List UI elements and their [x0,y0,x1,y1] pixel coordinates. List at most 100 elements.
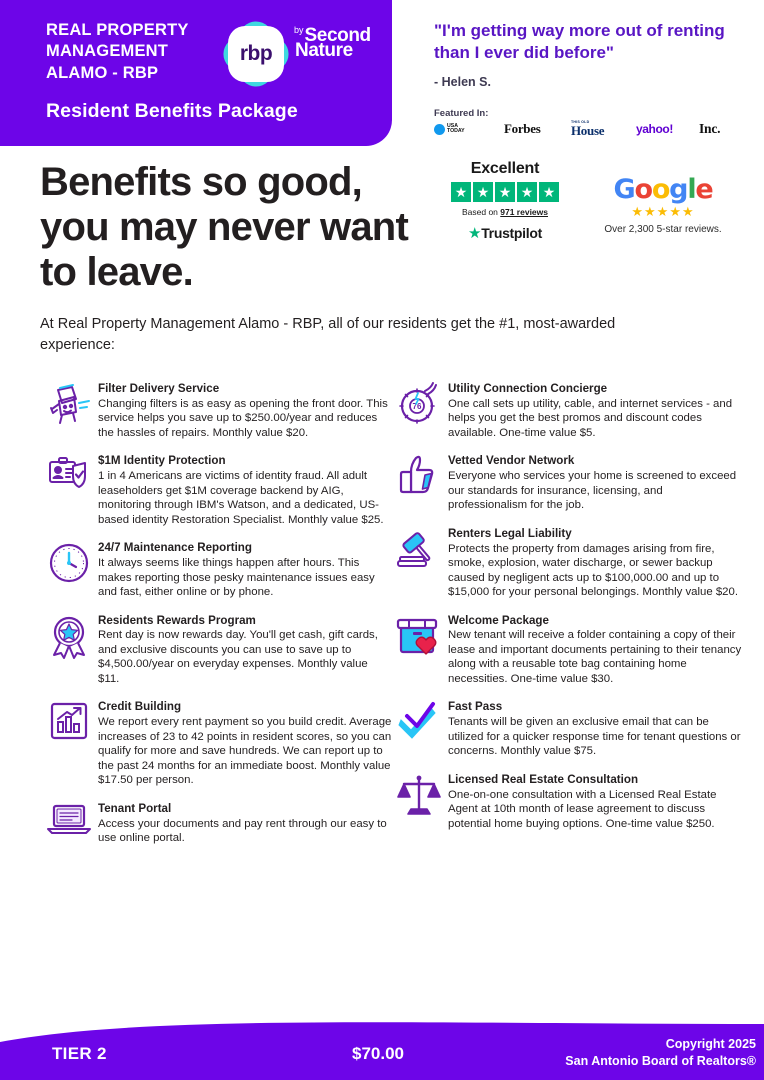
benefit-title: 24/7 Maintenance Reporting [98,541,252,555]
benefit-text: Utility Connection Concierge One call set… [448,380,742,440]
benefit-description: Changing filters is as easy as opening t… [98,397,388,439]
filter-delivery-icon [40,380,98,436]
benefit-text: Welcome Package New tenant will receive a… [448,612,742,687]
benefits-column-left: Filter Delivery Service Changing filters … [40,380,392,868]
benefit-item: Tenant Portal Access your documents and p… [40,800,392,856]
benefit-description: New tenant will receive a folder contain… [448,629,742,685]
copyright-line1: Copyright 2025 [665,1037,756,1051]
footer-curve-shape [0,1022,764,1080]
header-banner: REAL PROPERTY MANAGEMENT ALAMO - RBP rbp… [0,0,392,146]
benefit-title: Credit Building [98,700,182,714]
trustpilot-star-icon: ★ [517,182,537,202]
benefit-title: Licensed Real Estate Consultation [448,772,639,786]
benefit-item: Welcome Package New tenant will receive a… [390,612,742,687]
benefit-text: $1M Identity Protection 1 in 4 Americans … [98,452,392,527]
benefit-item: Credit Building We report every rent paym… [40,698,392,787]
forbes-logo: Forbes [504,121,541,136]
price-label: $70.00 [352,1044,404,1063]
benefit-text: Residents Rewards Program Rent day is now… [98,612,392,687]
trustpilot-star-icon: ★ [473,182,493,202]
benefit-text: Filter Delivery Service Changing filters … [98,380,392,440]
benefit-text: Tenant Portal Access your documents and p… [98,800,392,856]
benefit-title: Tenant Portal [98,801,172,815]
benefit-title: Filter Delivery Service [98,382,220,395]
intro-paragraph: At Real Property Management Alamo - RBP,… [40,316,616,354]
copyright-line2: San Antonio Board of Realtors® [565,1053,756,1068]
footer-bar: TIER 2 $70.00 Copyright 2025 San Antonio… [0,1018,764,1080]
by-label: by [294,25,304,35]
house-big-text: House [571,122,605,138]
based-prefix: Based on [461,207,501,217]
usa-today-text: USA TODAY [447,122,465,134]
rbp-logo: rbp [216,14,296,94]
benefit-item: $1M Identity Protection 1 in 4 Americans … [40,452,392,527]
benefit-item: 76 Utility Connection Concierge One call … [390,380,742,440]
testimonial-quote: "I'm getting way more out of renting tha… [434,21,725,63]
company-name-line2: MANAGEMENT [46,42,169,61]
benefit-description: Access your documents and pay rent throu… [98,817,387,845]
thumbs-up-icon [390,452,448,508]
rbp-rosette-icon: rbp [216,14,296,94]
second-nature-wordmark: bySecond Nature [294,25,371,61]
benefit-text: 24/7 Maintenance Reporting It always seem… [98,539,392,599]
nature-label: Nature [295,40,353,61]
benefit-title: Fast Pass [448,700,503,714]
company-name-line3: ALAMO - RBP [46,63,159,82]
benefit-description: Rent day is now rewards day. You'll get … [98,629,378,685]
benefit-title: Residents Rewards Program [98,613,256,627]
trustpilot-review-count: Based on 971 reviews [440,207,570,217]
gavel-icon [390,525,448,581]
yahoo-logo: yahoo! [636,122,673,136]
benefit-item: 24/7 Maintenance Reporting It always seem… [40,539,392,599]
benefit-title: Welcome Package [448,613,549,627]
page-headline: Benefits so good, you may never want to … [40,160,409,294]
gift-box-heart-icon [390,612,448,668]
bar-chart-growth-icon [40,698,98,754]
copyright-text: Copyright 2025 San Antonio Board of Real… [565,1036,756,1070]
benefits-column-right: 76 Utility Connection Concierge One call … [390,380,742,843]
identity-shield-icon [40,452,98,508]
company-name-line1: REAL PROPERTY [46,21,189,39]
laptop-icon [40,800,98,856]
benefit-title: $1M Identity Protection [98,454,226,468]
rosette-white-square [228,26,284,82]
benefit-title: Renters Legal Liability [448,526,572,540]
company-name: REAL PROPERTY MANAGEMENT ALAMO - RBP [46,20,189,84]
benefit-text: Vetted Vendor Network Everyone who servic… [448,452,742,512]
scales-icon [390,771,448,827]
benefit-item: Renters Legal Liability Protects the prop… [390,525,742,600]
usa-today-logo: USA TODAY [434,121,465,137]
benefit-description: It always seems like things happen after… [98,557,375,599]
trustpilot-star-icon: ★ [539,182,559,202]
double-check-icon [390,698,448,754]
benefit-title: Utility Connection Concierge [448,382,608,395]
this-old-house-logo: THIS OLD House [571,120,605,138]
benefit-item: Fast Pass Tenants will be given an exclus… [390,698,742,758]
benefit-text: Licensed Real Estate Consultation One-on-… [448,771,742,831]
trustpilot-stars: ★ ★ ★ ★ ★ [440,182,570,202]
trustpilot-star-icon: ★ [495,182,515,202]
rbp-wordmark: rbp [239,42,273,65]
benefit-description: Tenants will be given an exclusive email… [448,716,741,758]
featured-logos: USA TODAY Forbes THIS OLD House yahoo! I… [434,120,734,139]
benefit-description: One-on-one consultation with a Licensed … [448,788,717,830]
benefit-description: Everyone who services your home is scree… [448,470,737,512]
svg-text:76: 76 [413,402,422,411]
featured-in-label: Featured In: [434,108,489,119]
benefit-item: Vetted Vendor Network Everyone who servic… [390,452,742,512]
benefit-description: One call sets up utility, cable, and int… [448,397,733,439]
google-logo: Google [613,174,713,205]
package-subtitle: Resident Benefits Package [46,100,298,122]
trustpilot-brand-text: Trustpilot [481,225,542,241]
benefit-description: 1 in 4 Americans are victims of identity… [98,470,384,526]
house-small-text: THIS OLD [571,120,590,124]
benefit-title: Vetted Vendor Network [448,454,575,468]
benefit-text: Fast Pass Tenants will be given an exclus… [448,698,742,758]
benefit-description: Protects the property from damages arisi… [448,542,739,599]
trustpilot-star-glyph-icon: ★ [468,225,482,242]
trustpilot-rating-word: Excellent [470,160,540,177]
inc-logo: Inc. [699,121,721,136]
trustpilot-block: Excellent ★ ★ ★ ★ ★ Based on 971 reviews… [440,160,570,242]
clock-icon [40,539,98,595]
